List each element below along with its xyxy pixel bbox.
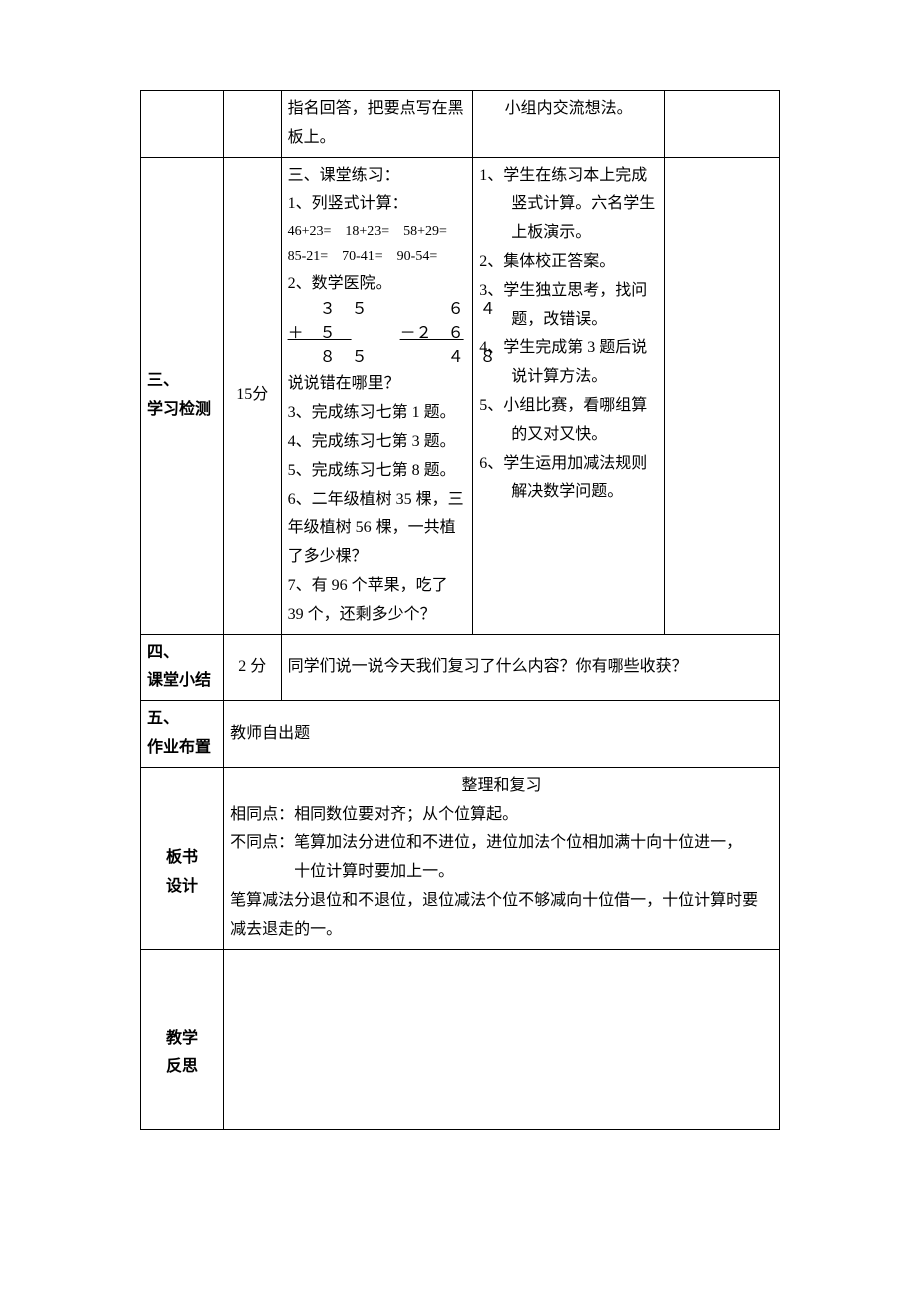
board-title: 整理和复习: [230, 772, 773, 801]
teacher-activity-cell: 三、课堂练习： 1、列竖式计算： 46+23= 18+23= 58+29= 85…: [281, 157, 473, 634]
label-line1: 五、: [147, 705, 217, 734]
text: 1、列竖式计算：: [288, 190, 467, 219]
label-line2: 课堂小结: [147, 667, 217, 696]
time-value: 2 分: [238, 658, 266, 675]
text: 6、二年级植树 35 棵，三年级植树 56 棵，一共植了多少棵？: [288, 486, 467, 572]
text: 不同点：笔算加法分进位和不进位，进位加法个位相加满十向十位进一，: [230, 829, 773, 858]
label-line2: 学习检测: [147, 396, 217, 425]
text: 85-21= 70-41= 90-54=: [288, 244, 467, 269]
summary-cell: 同学们说一说今天我们复习了什么内容？你有哪些收获？: [281, 634, 779, 701]
math-part: ＋ ５: [288, 325, 352, 342]
reflection-cell: [224, 949, 780, 1129]
text: 5、小组比赛，看哪组算的又对又快。: [479, 392, 658, 450]
text: 4、学生完成第 3 题后说说计算方法。: [479, 334, 658, 392]
cell-empty: [664, 91, 779, 158]
label: 板书 设计: [166, 849, 198, 895]
homework-cell: 教师自出题: [224, 701, 780, 768]
section-label: 四、 课堂小结: [141, 634, 224, 701]
time-value: 15分: [236, 386, 268, 403]
text: 三、课堂练习：: [288, 162, 467, 191]
table-row: 三、 学习检测 15分 三、课堂练习： 1、列竖式计算： 46+23= 18+2…: [141, 157, 780, 634]
text: 5、完成练习七第 8 题。: [288, 457, 467, 486]
text: 笔算减法分退位和不退位，退位减法个位不够减向十位借一，十位计算时要减去退走的一。: [230, 887, 773, 945]
student-activity-cell: 1、学生在练习本上完成竖式计算。六名学生上板演示。 2、集体校正答案。 3、学生…: [473, 157, 665, 634]
lesson-plan-table: 指名回答，把要点写在黑板上。 小组内交流想法。 三、 学习检测 15分 三、课堂…: [140, 90, 780, 1130]
section-label: 教学 反思: [141, 949, 224, 1129]
math-part: －２ ６: [400, 325, 464, 342]
text: 7、有 96 个苹果，吃了 39 个，还剩多少个？: [288, 572, 467, 630]
board-design-cell: 整理和复习 相同点：相同数位要对齐；从个位算起。 不同点：笔算加法分进位和不进位…: [224, 767, 780, 949]
label-line1: 四、: [147, 639, 217, 668]
text: 46+23= 18+23= 58+29=: [288, 219, 467, 244]
text: 2、数学医院。: [288, 270, 467, 299]
table-row: 教学 反思: [141, 949, 780, 1129]
text: 小组内交流想法。: [505, 100, 633, 117]
label-line2: 作业布置: [147, 734, 217, 763]
math-part: [352, 325, 400, 342]
math-line: ８ ５ ４ ８: [288, 346, 467, 370]
text: 3、学生独立思考，找问题，改错误。: [479, 277, 658, 335]
time-cell: 15分: [224, 157, 282, 634]
text: 4、完成练习七第 3 题。: [288, 428, 467, 457]
text: 同学们说一说今天我们复习了什么内容？你有哪些收获？: [288, 658, 688, 675]
text: 6、学生运用加减法规则解决数学问题。: [479, 450, 658, 508]
cell-empty: [141, 91, 224, 158]
table-row: 指名回答，把要点写在黑板上。 小组内交流想法。: [141, 91, 780, 158]
cell-teacher-activity: 指名回答，把要点写在黑板上。: [281, 91, 473, 158]
text: 1、学生在练习本上完成竖式计算。六名学生上板演示。: [479, 162, 658, 248]
table-row: 板书 设计 整理和复习 相同点：相同数位要对齐；从个位算起。 不同点：笔算加法分…: [141, 767, 780, 949]
text: 3、完成练习七第 1 题。: [288, 399, 467, 428]
cell-empty: [224, 91, 282, 158]
math-line: ３ ５ ６ ４: [288, 298, 467, 322]
text: 十位计算时要加上一。: [230, 858, 773, 887]
cell-student-activity: 小组内交流想法。: [473, 91, 665, 158]
section-label: 三、 学习检测: [141, 157, 224, 634]
text: 教师自出题: [230, 725, 310, 742]
text: 2、集体校正答案。: [479, 248, 658, 277]
table-row: 五、 作业布置 教师自出题: [141, 701, 780, 768]
text: 说说错在哪里？: [288, 370, 467, 399]
label-line1: 三、: [147, 367, 217, 396]
cell-empty: [664, 157, 779, 634]
text: 指名回答，把要点写在黑板上。: [288, 100, 464, 146]
table-row: 四、 课堂小结 2 分 同学们说一说今天我们复习了什么内容？你有哪些收获？: [141, 634, 780, 701]
time-cell: 2 分: [224, 634, 282, 701]
section-label: 板书 设计: [141, 767, 224, 949]
text: 相同点：相同数位要对齐；从个位算起。: [230, 801, 773, 830]
math-line: ＋ ５ －２ ６: [288, 322, 467, 346]
section-label: 五、 作业布置: [141, 701, 224, 768]
label: 教学 反思: [166, 1030, 198, 1076]
